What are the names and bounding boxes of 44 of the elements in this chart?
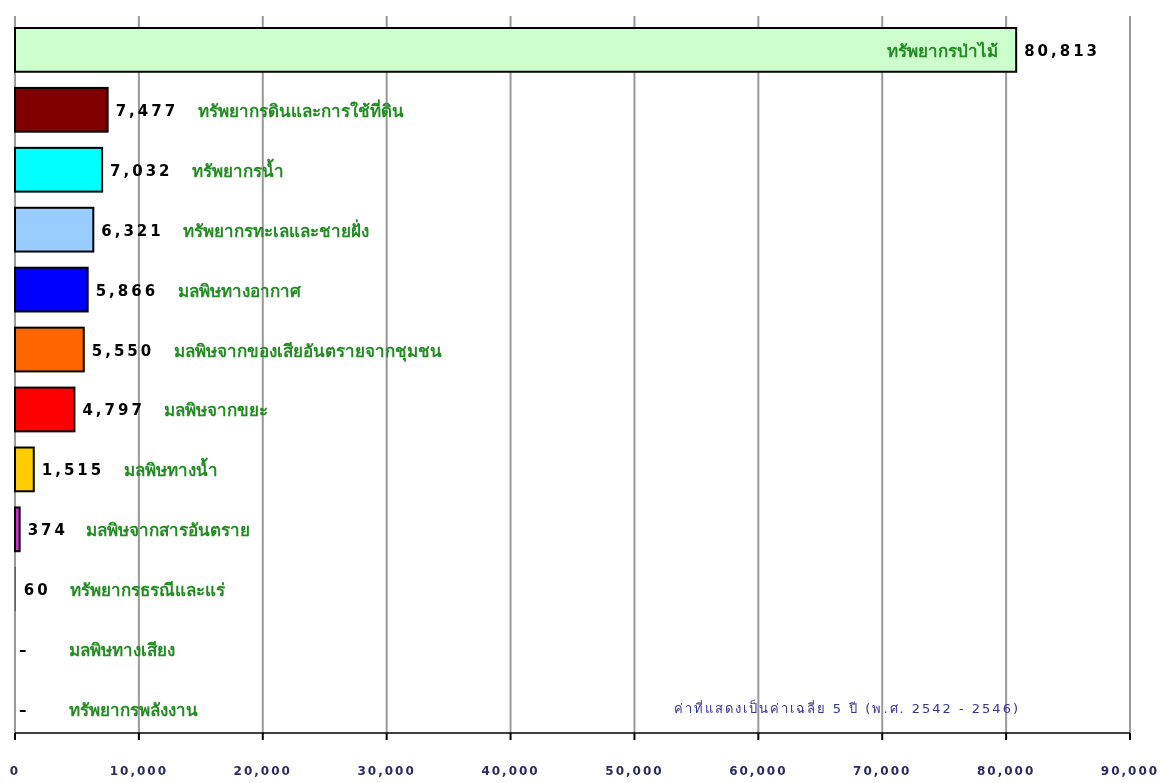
bar <box>14 266 89 313</box>
bar <box>14 146 104 193</box>
y-tick-label: มลพิษทางน้ำ <box>123 457 218 481</box>
y-tick-label: ทรัพยากรพลังงาน <box>69 700 198 721</box>
data-label: 1,515 <box>41 461 105 480</box>
bar <box>14 506 21 553</box>
y-tick-label: ทรัพยากรธรณีและแร่ <box>69 580 226 601</box>
y-tick-label: ทรัพยากรทะเลและชายฝั่ง <box>183 218 370 241</box>
text: – <box>19 701 30 720</box>
y-tick-label: มลพิษทางเสียง <box>69 640 175 661</box>
y-tick-label: ทรัพยากรป่าไม้ <box>887 40 999 61</box>
bar <box>14 86 109 133</box>
bar <box>14 446 35 493</box>
y-tick-label: มลพิษจากสารอันตราย <box>85 520 250 541</box>
data-label: 5,866 <box>95 281 159 300</box>
x-tick-label: 20,000 <box>233 764 292 778</box>
y-tick-label: มลพิษจากขยะ <box>164 400 269 421</box>
bar <box>14 326 85 373</box>
bar <box>14 26 1018 73</box>
x-tick-label: 30,000 <box>357 764 416 778</box>
x-tick-label: 0 <box>9 764 21 778</box>
x-tick-label: 10,000 <box>109 764 169 778</box>
data-label: 7,477 <box>115 101 179 120</box>
data-label: 60 <box>23 581 51 600</box>
data-label: 6,321 <box>101 221 164 240</box>
data-label: 7,032 <box>110 161 173 180</box>
x-tick-label: 70,000 <box>853 764 912 778</box>
annotation: ค่าที่แสดงเป็นค่าเฉลี่ย 5 ปี (พ.ศ. 2542 - 2546) <box>673 699 1020 716</box>
x-tick-label: 40,000 <box>481 764 540 778</box>
x-tick-label: 90,000 <box>1100 764 1160 778</box>
x-tick-label: 60,000 <box>729 764 788 778</box>
x-tick-label: 80,000 <box>976 764 1036 778</box>
bar <box>14 386 76 433</box>
data-label: 5,550 <box>91 341 155 360</box>
y-tick-label: มลพิษทางอากาศ <box>177 280 302 301</box>
data-label: 374 <box>27 521 68 540</box>
y-tick-label: ทรัพยากรน้ำ <box>192 157 285 181</box>
y-tick-label: มลพิษจากของเสียอันตรายจากชุมชน <box>173 340 442 362</box>
y-tick-label: ทรัพยากรดินและการใช้ที่ดิน <box>197 98 404 121</box>
bar <box>14 206 95 253</box>
text: – <box>19 641 30 660</box>
x-tick-label: 50,000 <box>605 764 664 778</box>
data-label: 80,813 <box>1024 41 1101 60</box>
data-label: 4,797 <box>82 401 145 420</box>
